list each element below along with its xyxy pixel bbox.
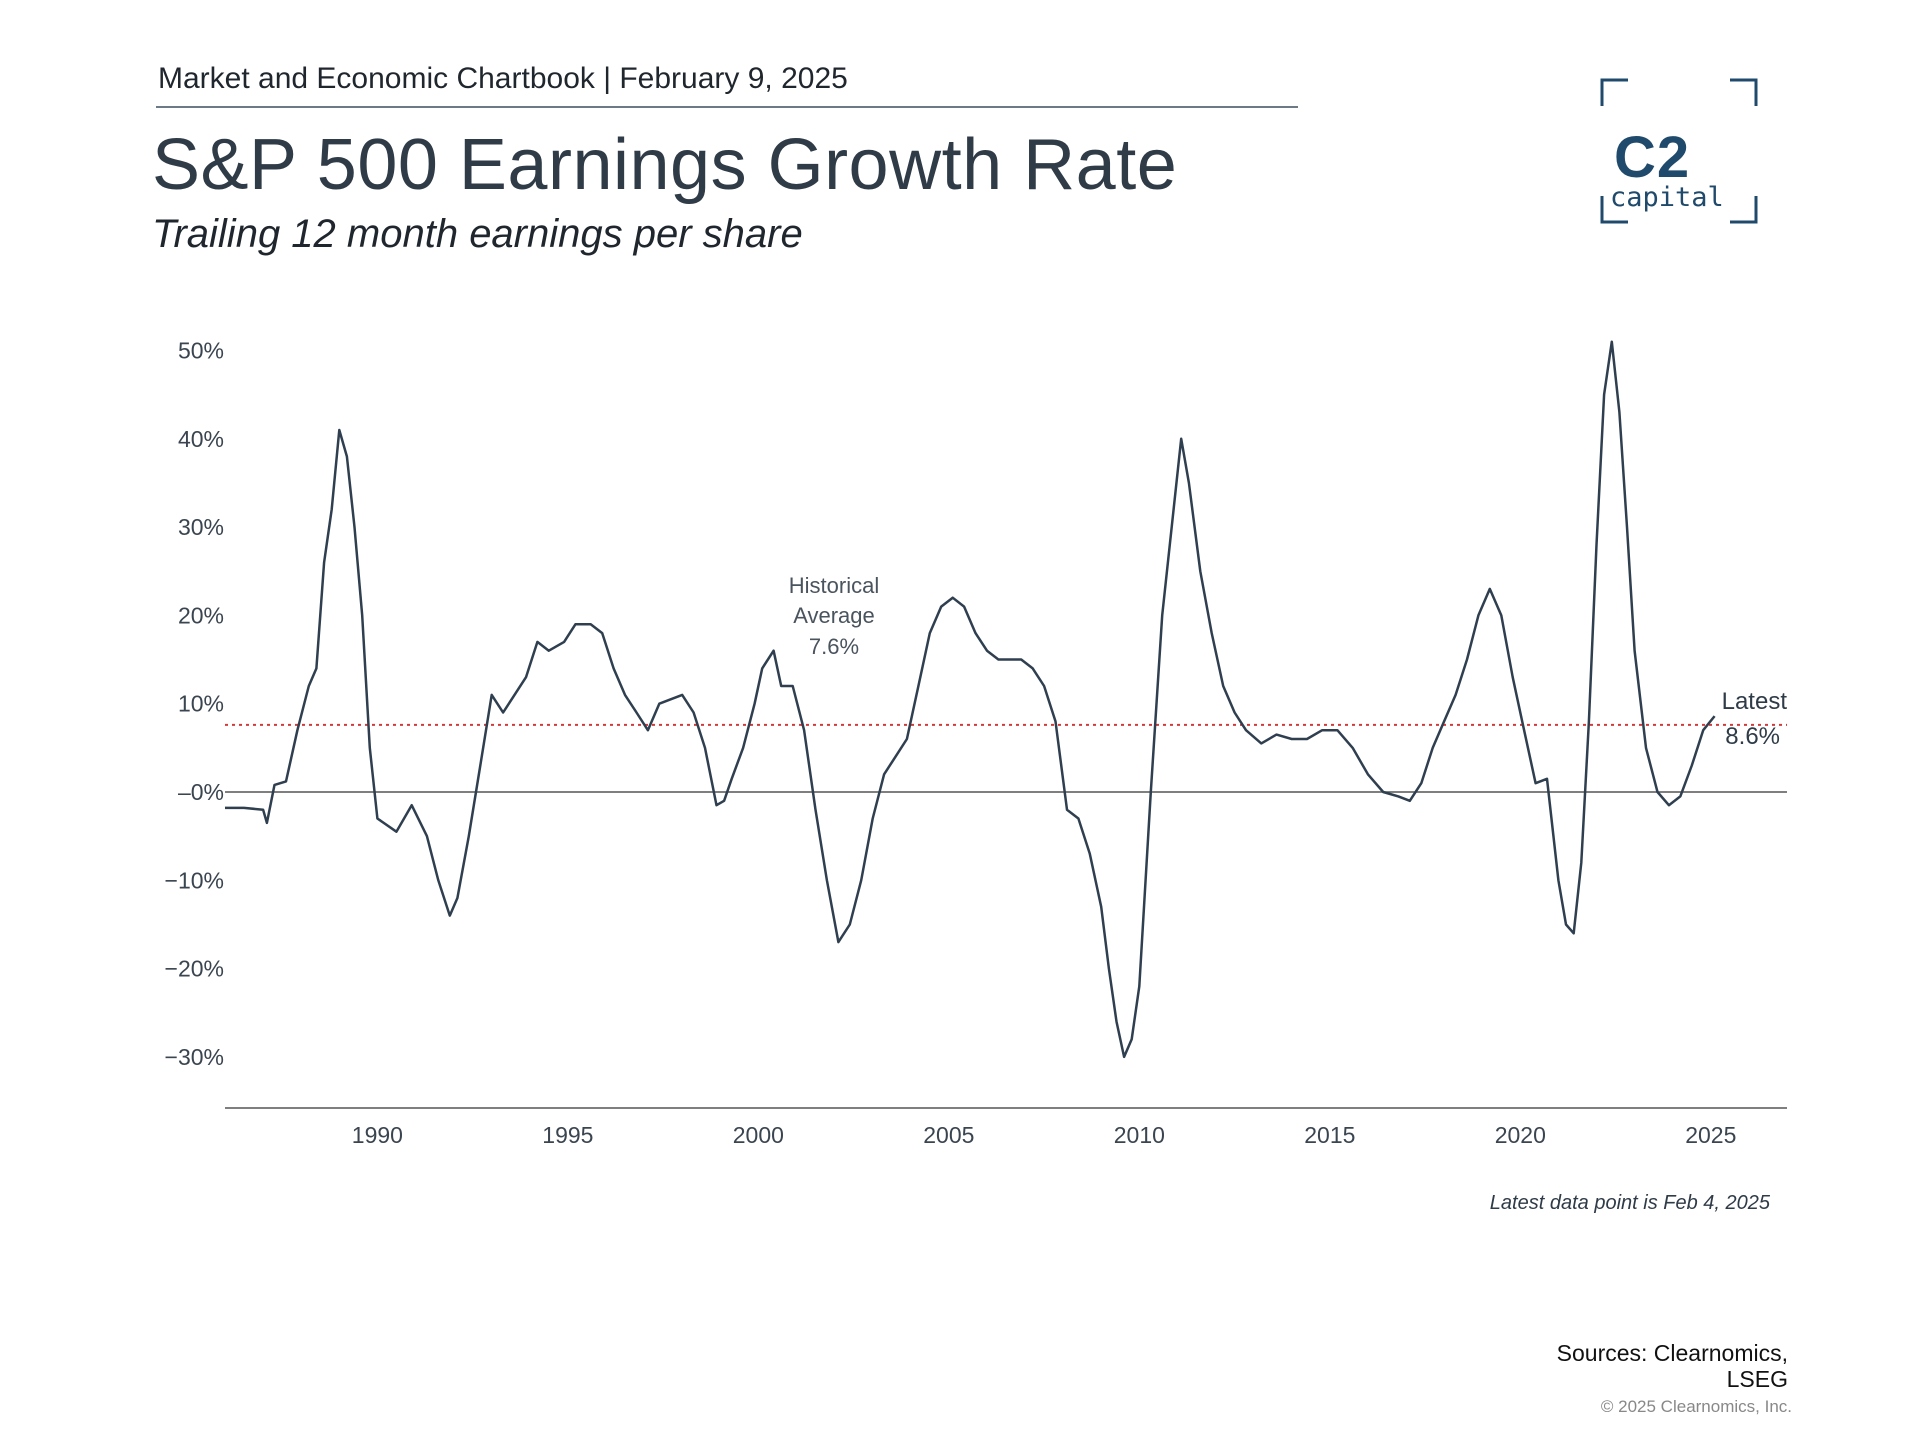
c2-capital-logo: C2 capital xyxy=(1594,76,1764,228)
y-tick-label: 10% xyxy=(178,691,224,717)
logo-mark: C2 xyxy=(1614,125,1691,190)
x-tick-label: 2025 xyxy=(1685,1122,1736,1148)
sources-line-2: LSEG xyxy=(1726,1366,1788,1392)
chart-subtitle: Trailing 12 month earnings per share xyxy=(152,212,803,256)
chartbook-header: Market and Economic Chartbook | February… xyxy=(158,62,848,95)
latest-value: 8.6% xyxy=(1725,723,1780,750)
sources-line-1: Sources: Clearnomics, xyxy=(1556,1340,1788,1366)
y-tick-label: 50% xyxy=(178,338,224,364)
sources-note: Sources: Clearnomics, LSEG xyxy=(1480,1340,1788,1392)
x-tick-label: 2010 xyxy=(1114,1122,1165,1148)
y-tick-label: 20% xyxy=(178,602,224,628)
logo-wordmark: capital xyxy=(1610,182,1724,213)
y-tick-label: −30% xyxy=(165,1044,224,1070)
y-tick-label: 40% xyxy=(178,426,224,452)
x-tick-label: 2020 xyxy=(1495,1122,1546,1148)
avg-annotation-value: 7.6% xyxy=(809,634,859,659)
x-tick-label: 1990 xyxy=(352,1122,403,1148)
copyright-note: © 2025 Clearnomics, Inc. xyxy=(1600,1397,1792,1416)
avg-annotation-line-2: Average xyxy=(793,603,875,628)
logo-frame-icon xyxy=(1600,78,1758,224)
latest-label: Latest xyxy=(1722,688,1788,715)
y-tick-label: 30% xyxy=(178,514,224,540)
header-divider xyxy=(156,106,1298,108)
earnings-growth-line xyxy=(225,340,1716,1059)
x-tick-label: 2005 xyxy=(923,1122,974,1148)
avg-annotation-line-1: Historical xyxy=(789,573,879,598)
chart-title: S&P 500 Earnings Growth Rate xyxy=(152,125,1178,205)
y-tick-label: −20% xyxy=(165,956,224,982)
x-tick-label: 1995 xyxy=(542,1122,593,1148)
x-tick-label: 2000 xyxy=(733,1122,784,1148)
y-tick-label: −10% xyxy=(165,867,224,893)
x-tick-label: 2015 xyxy=(1304,1122,1355,1148)
chart-footnote: Latest data point is Feb 4, 2025 xyxy=(1489,1192,1770,1214)
y-tick-label: ‒0% xyxy=(178,779,224,805)
